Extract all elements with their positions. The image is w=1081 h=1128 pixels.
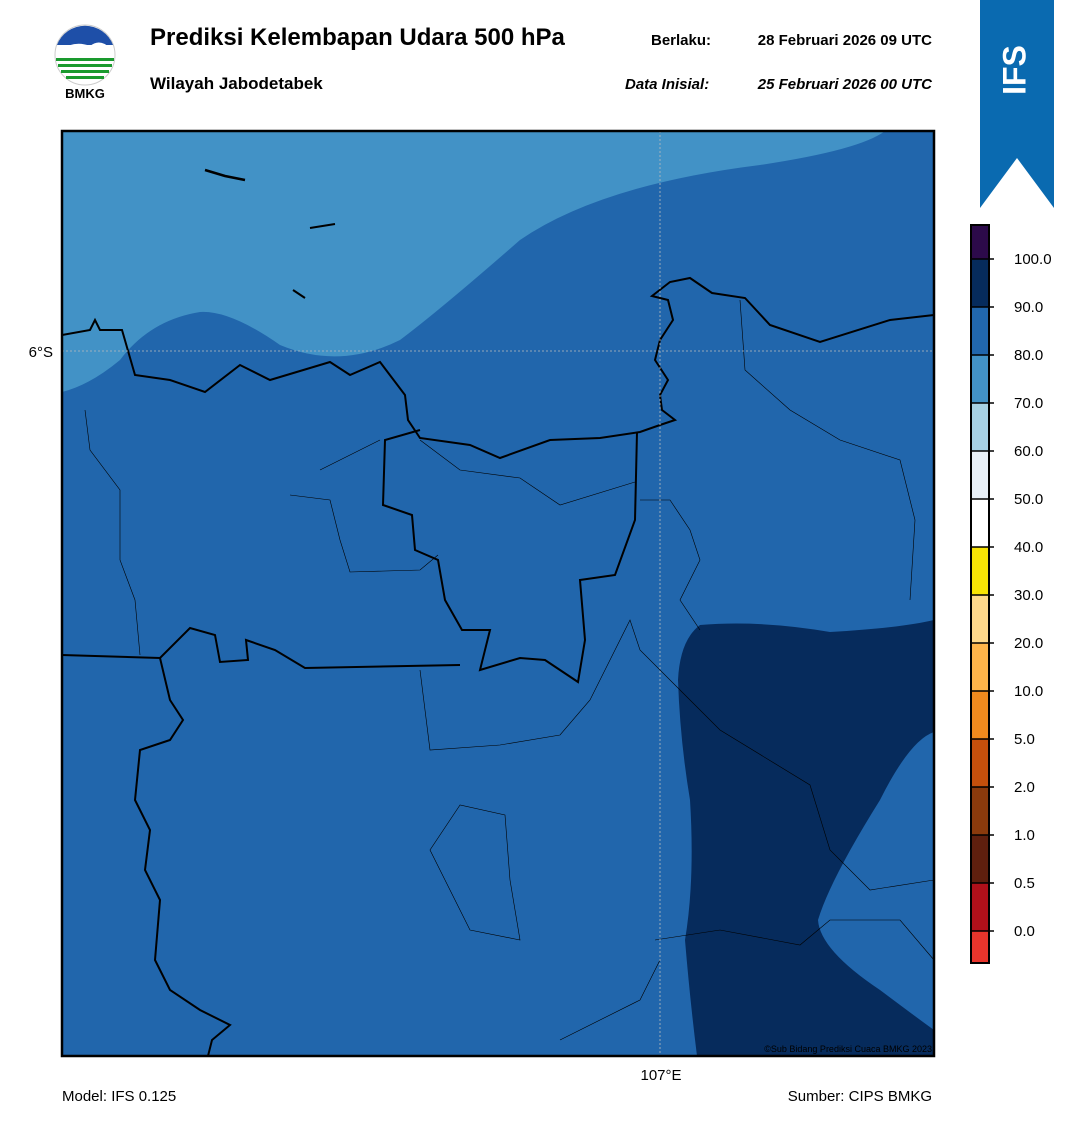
colorbar-tick-label: 30.0 (1014, 587, 1043, 604)
colorbar-segment (971, 307, 989, 355)
colorbar-segment (971, 451, 989, 499)
colorbar-segment (971, 787, 989, 835)
colorbar-tick-label: 50.0 (1014, 491, 1043, 508)
colorbar-segment (971, 225, 989, 259)
regency-border (84, 299, 934, 1041)
colorbar-tick-label: 40.0 (1014, 539, 1043, 556)
badge-text: IFS (996, 45, 1032, 95)
field-90-100 (678, 620, 934, 1056)
province-border (62, 429, 638, 1056)
subtitle: Wilayah Jabodetabek (150, 74, 323, 93)
valid-time: 28 Februari 2026 09 UTC (758, 32, 932, 49)
lat-label: 6°S (29, 344, 53, 361)
colorbar-tick-label: 0.0 (1014, 923, 1035, 940)
badge (980, 0, 1054, 208)
colorbar-tick-label: 1.0 (1014, 827, 1035, 844)
colorbar-segment (971, 403, 989, 451)
colorbar-tick-label: 90.0 (1014, 299, 1043, 316)
map: ©Sub Bidang Prediksi Cuaca BMKG 2023 (62, 131, 934, 1056)
colorbar-segment (971, 643, 989, 691)
logo: BMKG (54, 24, 116, 101)
footer-source: Sumber: CIPS BMKG (788, 1088, 932, 1105)
colorbar-segment (971, 355, 989, 403)
colorbar-frame (970, 224, 990, 964)
colorbar-tick-label: 10.0 (1014, 683, 1043, 700)
init-label: Data Inisial: (625, 76, 709, 93)
logo-text: BMKG (65, 86, 105, 101)
colorbar-tick-label: 5.0 (1014, 731, 1035, 748)
colorbar-segment (971, 547, 989, 595)
title: Prediksi Kelembapan Udara 500 hPa (150, 24, 566, 51)
colorbar-segment (971, 931, 989, 963)
colorbar-segment (971, 883, 989, 931)
valid-label: Berlaku: (651, 32, 711, 49)
map-frame (60, 129, 936, 1058)
colorbar-segment (971, 595, 989, 643)
colorbar-tick-label: 0.5 (1014, 875, 1035, 892)
colorbar-tick-label: 100.0 (1014, 251, 1052, 268)
colorbar-tick-label: 70.0 (1014, 395, 1043, 412)
colorbar-segment (971, 259, 989, 307)
field-70-80 (62, 131, 885, 392)
colorbar-tick-label: 20.0 (1014, 635, 1043, 652)
lon-label: 107°E (640, 1067, 681, 1084)
colorbar-tick-label: 2.0 (1014, 779, 1035, 796)
colorbar-segment (971, 835, 989, 883)
copyright: ©Sub Bidang Prediksi Cuaca BMKG 2023 (764, 1044, 932, 1054)
coastline (62, 168, 934, 460)
colorbar-segment (971, 691, 989, 739)
colorbar-segment (971, 739, 989, 787)
init-time: 25 Februari 2026 00 UTC (757, 76, 933, 93)
footer-model: Model: IFS 0.125 (62, 1088, 176, 1105)
colorbar-segment (971, 499, 989, 547)
colorbar: 0.0 0.5 1.0 2.0 5.0 10.0 20.0 30.0 40.0 50.0 60.0 7… (970, 224, 1052, 964)
colorbar-tick-label: 80.0 (1014, 347, 1043, 364)
colorbar-tick-label: 60.0 (1014, 443, 1043, 460)
